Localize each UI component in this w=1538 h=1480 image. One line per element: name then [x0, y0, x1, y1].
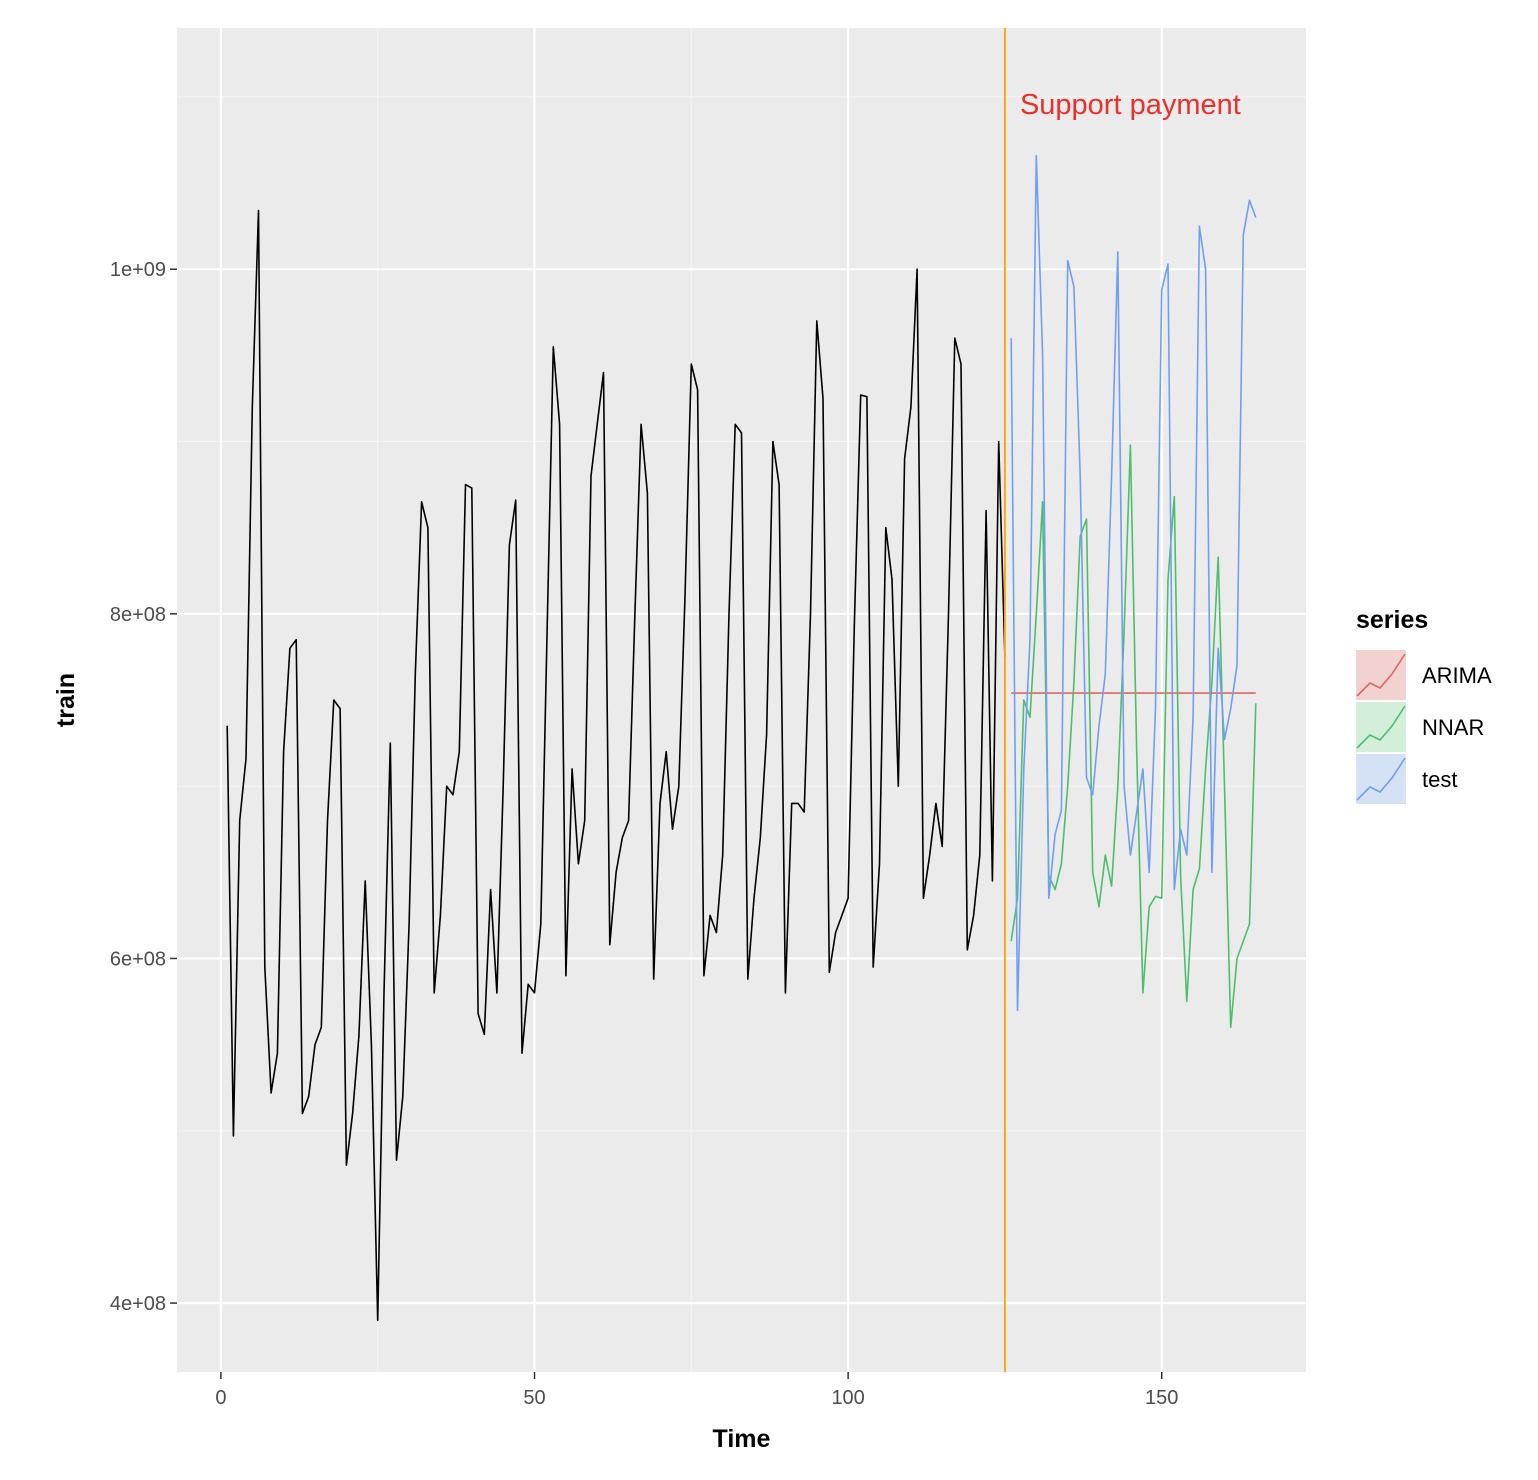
major-gridlines	[177, 28, 1306, 1372]
train-series-line	[226, 209, 1006, 1322]
panel-background	[177, 28, 1306, 1372]
support-payment-annotation: Support payment	[1020, 89, 1241, 121]
series-line-nnar	[1010, 444, 1257, 1029]
legend: series ARIMA NNAR test	[1356, 606, 1492, 804]
legend-key-line-nnar	[1356, 705, 1406, 749]
legend-title: series	[1356, 606, 1428, 634]
x-axis-title: Time	[713, 1425, 771, 1453]
y-tick-label: 4e+08	[110, 1293, 166, 1315]
legend-label-arima: ARIMA	[1422, 663, 1492, 688]
legend-label-nnar: NNAR	[1422, 715, 1484, 740]
series-line-test	[1010, 154, 1257, 1012]
y-tick-label: 1e+09	[110, 259, 166, 281]
legend-key-test	[1356, 754, 1406, 804]
legend-key-line-test	[1356, 757, 1406, 801]
x-tick-label: 0	[215, 1387, 226, 1409]
x-tick-label: 150	[1145, 1387, 1178, 1409]
x-tick-label: 50	[523, 1387, 545, 1409]
y-tick-label: 8e+08	[110, 604, 166, 626]
y-tick-label: 6e+08	[110, 948, 166, 970]
x-tick-label: 100	[831, 1387, 864, 1409]
legend-key-arima	[1356, 650, 1406, 700]
legend-key-line-arima	[1356, 653, 1406, 697]
y-axis-title: train	[52, 673, 80, 727]
legend-label-test: test	[1422, 767, 1457, 792]
legend-key-nnar	[1356, 702, 1406, 752]
series-layer	[226, 28, 1257, 1372]
axis-layer: 0 50 100 150 4e+08 6e+08 8e+08 1e+09	[110, 259, 1179, 1409]
